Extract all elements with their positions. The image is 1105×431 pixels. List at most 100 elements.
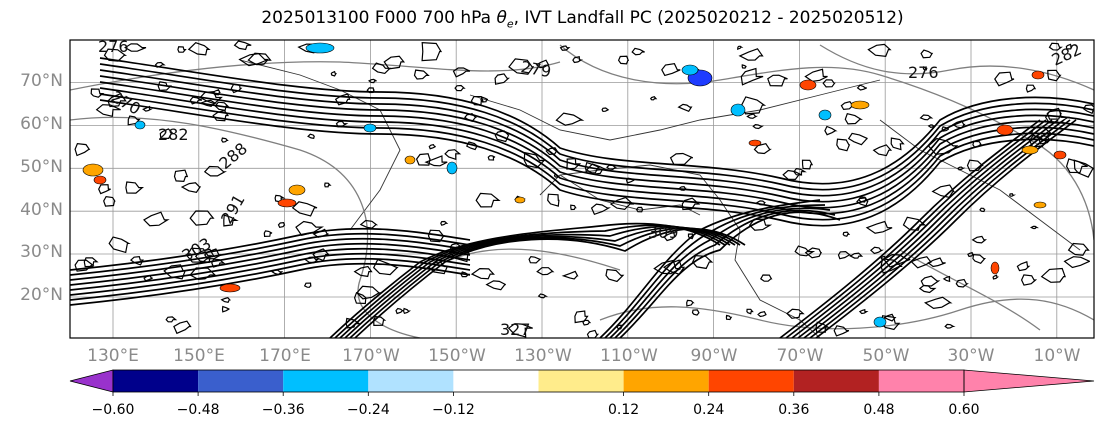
colorbar-tick-label: 0.48 bbox=[863, 402, 894, 418]
small-contour bbox=[449, 247, 471, 263]
small-contour bbox=[142, 105, 153, 112]
small-contour bbox=[470, 267, 495, 280]
colorbar-tick-labels: −0.60 −0.48 −0.36 −0.24 −0.12 0.12 0.24 0.36 0.4… bbox=[92, 392, 980, 418]
small-contour bbox=[867, 43, 892, 57]
small-contour bbox=[955, 278, 969, 288]
small-contour bbox=[214, 101, 230, 112]
colorbar-segment bbox=[198, 370, 284, 392]
small-contour bbox=[1028, 134, 1048, 148]
small-contour bbox=[691, 254, 714, 270]
jet-contour bbox=[99, 63, 1094, 191]
small-contour bbox=[1063, 256, 1091, 269]
small-contour bbox=[211, 89, 221, 96]
jet-contour bbox=[70, 247, 471, 291]
shading-patch bbox=[514, 196, 526, 204]
small-contour bbox=[143, 211, 170, 227]
small-contour bbox=[371, 62, 392, 75]
small-contour bbox=[465, 141, 479, 151]
small-contour bbox=[366, 87, 375, 94]
small-contour bbox=[402, 307, 412, 315]
small-contour bbox=[952, 120, 966, 129]
small-contour bbox=[98, 184, 111, 195]
small-contour bbox=[605, 268, 625, 283]
small-contour bbox=[746, 113, 759, 119]
lat-label-70n: 70°N bbox=[20, 71, 63, 91]
small-contour bbox=[837, 250, 852, 260]
small-contour bbox=[428, 144, 436, 150]
small-contour bbox=[535, 59, 550, 69]
colorbar-tick-label: 0.24 bbox=[693, 402, 724, 418]
small-contour bbox=[617, 55, 630, 65]
lat-label-40n: 40°N bbox=[20, 200, 63, 220]
small-contour bbox=[661, 63, 681, 77]
small-contour bbox=[880, 255, 887, 261]
small-contour bbox=[601, 107, 610, 113]
small-contour bbox=[173, 169, 189, 183]
shading-patch bbox=[850, 100, 870, 110]
contour-label: 327 bbox=[500, 320, 531, 339]
small-contours bbox=[74, 40, 1094, 338]
colorbar-segment bbox=[793, 370, 879, 392]
small-contour bbox=[494, 73, 510, 85]
shading-patch bbox=[134, 120, 146, 130]
small-contour bbox=[572, 55, 584, 64]
small-contour bbox=[189, 96, 203, 105]
lat-label-20n: 20°N bbox=[20, 285, 63, 305]
colorbar-tick-label: −0.24 bbox=[347, 402, 390, 418]
small-contour bbox=[1067, 242, 1090, 256]
small-contour bbox=[187, 42, 211, 56]
small-contour bbox=[1020, 274, 1038, 286]
small-contour bbox=[271, 269, 284, 276]
small-contour bbox=[480, 96, 489, 103]
small-contour bbox=[922, 66, 928, 71]
small-contour bbox=[452, 67, 471, 78]
small-contour bbox=[460, 271, 471, 278]
jet-contour bbox=[779, 119, 1041, 338]
small-contour bbox=[545, 147, 559, 156]
small-contour bbox=[606, 164, 618, 171]
small-contour bbox=[127, 115, 141, 126]
small-contour bbox=[223, 214, 239, 227]
small-contour bbox=[230, 83, 243, 94]
small-contour bbox=[157, 81, 173, 92]
small-contour bbox=[74, 259, 95, 272]
map-frame bbox=[69, 39, 1095, 339]
small-contour bbox=[440, 220, 449, 226]
small-contour bbox=[194, 248, 215, 263]
small-contour bbox=[944, 323, 956, 329]
contour-label: 276 bbox=[908, 63, 939, 82]
shading-patch bbox=[305, 42, 335, 54]
shading-patch bbox=[404, 155, 416, 165]
small-contour bbox=[815, 321, 830, 333]
small-contour bbox=[590, 203, 611, 216]
small-contour bbox=[1025, 84, 1037, 93]
small-contour bbox=[725, 314, 733, 321]
contour-label: 282 bbox=[158, 125, 189, 144]
shading-patch bbox=[363, 123, 377, 133]
small-contour bbox=[663, 259, 686, 275]
jet-contour bbox=[791, 119, 1053, 338]
lon-label: 70°W bbox=[777, 346, 824, 366]
small-contour bbox=[263, 230, 273, 238]
small-contour bbox=[994, 71, 1015, 87]
small-contour bbox=[367, 78, 377, 84]
shading-patch bbox=[277, 198, 297, 208]
colorbar-tick-label: −0.60 bbox=[92, 402, 135, 418]
small-contour bbox=[537, 293, 549, 299]
small-contour bbox=[931, 184, 955, 198]
small-contour bbox=[737, 45, 744, 50]
colorbar bbox=[69, 369, 1095, 393]
jet-contour bbox=[70, 227, 471, 271]
small-contour bbox=[882, 253, 911, 268]
colorbar-tick-label: −0.48 bbox=[177, 402, 220, 418]
small-contour bbox=[616, 324, 623, 330]
latitude-labels: 70°N 60°N 50°N 40°N 30°N 20°N bbox=[20, 71, 63, 305]
small-contour bbox=[528, 255, 542, 264]
colorbar-segment bbox=[368, 370, 454, 392]
small-contour bbox=[356, 285, 382, 300]
small-contour bbox=[849, 252, 864, 259]
small-contour bbox=[173, 320, 192, 335]
small-contour bbox=[760, 274, 773, 282]
lon-label: 130°E bbox=[87, 346, 139, 366]
jet-contour bbox=[70, 257, 471, 301]
